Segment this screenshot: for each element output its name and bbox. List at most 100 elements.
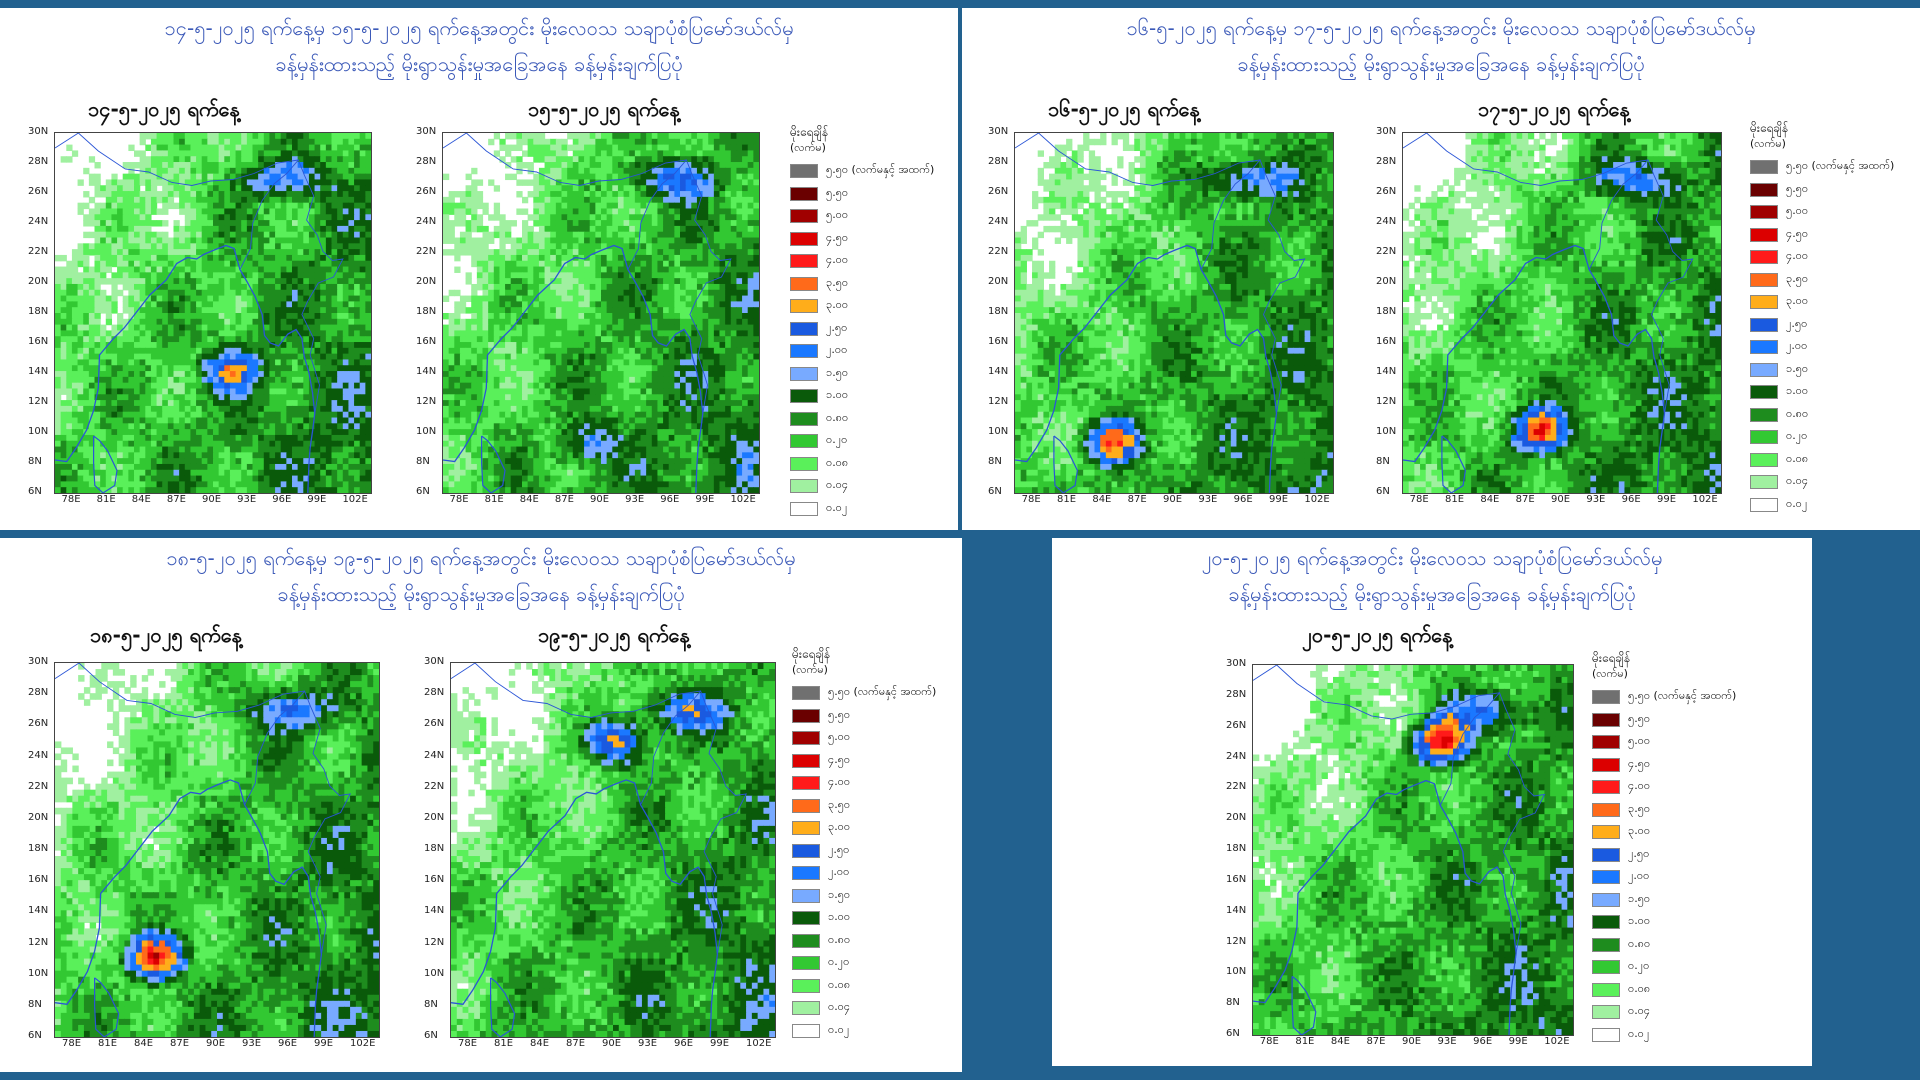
lat-tick-label: 30N (424, 656, 444, 667)
lon-tick-label: 78E (62, 1038, 81, 1049)
legend-item: ၅.၅၀ (1592, 709, 1736, 732)
legend-label: ၂.၅၀ (1786, 317, 1807, 333)
legend-label: ၀.၈၀ (828, 933, 850, 949)
legend-item: ၃.၅၀ (790, 273, 934, 296)
lon-tick-label: 81E (1057, 494, 1076, 505)
legend-item: ၅.၅၀ (1750, 179, 1894, 202)
legend-label: ၄.၀၀ (828, 775, 850, 791)
coastline (1403, 244, 1666, 493)
lat-tick-label: 24N (1376, 216, 1396, 227)
legend-swatch (790, 456, 818, 471)
legend-label: ၁.၅၀ (1628, 892, 1650, 908)
legend: မိုးရေချိန် (လက်မ) ၅.၅၀ (လက်မနှင့် အထက်) ၅.… (790, 124, 934, 520)
legend-title: မိုးရေချိန် (1592, 650, 1736, 666)
panel-title: ၁၈-၅-၂၀၂၅ ရက်နေ့မှ ၁၉-၅-၂၀၂၅ ရက်နေ့အတွင်… (0, 540, 962, 612)
lat-tick-label: 22N (988, 246, 1008, 257)
panel-title-line2: ခန့်မှန်းထားသည့် မိုးရွာသွန်းမှုအခြေအနေ … (0, 46, 958, 82)
lat-tick-label: 16N (988, 336, 1008, 347)
sri-lanka-coastline (489, 977, 516, 1037)
panel-title-line1: ၂၀-၅-၂၀၂၅ ရက်နေ့အတွင်း မိုးလေဝသ သချာပုံစ… (1052, 540, 1812, 576)
legend-item: ၅.၀၀ (1750, 201, 1894, 224)
legend-item: ၅.၀၀ (790, 205, 934, 228)
coastline (55, 779, 323, 1037)
map-plot-area (1252, 664, 1574, 1036)
lat-tick-label: 26N (1376, 186, 1396, 197)
legend-label: ၄.၅၀ (1786, 227, 1808, 243)
legend-label: ၀.၂၀ (828, 955, 849, 971)
lon-tick-label: 84E (1092, 494, 1111, 505)
lat-tick-label: 16N (1226, 874, 1246, 885)
legend-swatch (792, 1023, 820, 1038)
lat-tick-label: 18N (1226, 843, 1246, 854)
legend-swatch (1750, 385, 1778, 400)
map-plot-area (1402, 132, 1722, 494)
legend-item: ၄.၅၀ (1592, 754, 1736, 777)
sri-lanka-coastline (1053, 435, 1079, 493)
lon-tick-label: 87E (1128, 494, 1147, 505)
lon-tick-label: 96E (278, 1038, 297, 1049)
legend-label: ၃.၀၀ (1786, 294, 1808, 310)
legend-label: ၅.၅၀ (828, 708, 850, 724)
lon-tick-label: 102E (1544, 1036, 1569, 1047)
lat-tick-label: 18N (424, 843, 444, 854)
legend-label: ၄.၀၀ (1628, 779, 1650, 795)
myanmar-border (239, 159, 344, 414)
legend-item: ၄.၀၀ (1592, 776, 1736, 799)
legend-item: ၁.၅၀ (1592, 889, 1736, 912)
legend-item: ၀.၀၂ (790, 498, 934, 521)
map-date-label: ၁၉-၅-၂၀၂၅ ရက်နေ့ (538, 622, 690, 652)
legend-item: ၄.၀၀ (1750, 246, 1894, 269)
legend-swatch (792, 731, 820, 746)
lon-tick-label: 102E (730, 494, 755, 505)
legend-swatch (1592, 870, 1620, 885)
legend-swatch (790, 276, 818, 291)
legend-label: ၅.၅၀ (1786, 182, 1808, 198)
legend-swatch (792, 978, 820, 993)
lat-tick-label: 22N (424, 781, 444, 792)
legend-swatch (790, 186, 818, 201)
legend-item: ၅.၅၀ (လက်မနှင့် အထက်) (790, 160, 934, 183)
lon-tick-label: 84E (1480, 494, 1499, 505)
legend-swatch (1592, 937, 1620, 952)
lon-tick-label: 99E (1657, 494, 1676, 505)
legend-label: ၄.၅၀ (828, 753, 850, 769)
legend-item: ၀.၀၂ (1592, 1024, 1736, 1047)
map-plot-area (442, 132, 760, 494)
legend-swatch (1592, 915, 1620, 930)
legend-label: ၀.၀၂ (826, 501, 847, 517)
lat-tick-label: 28N (988, 156, 1008, 167)
lat-tick-label: 24N (988, 216, 1008, 227)
rainfall-legend: မိုးရေချိန် (လက်မ) ၅.၅၀ (လက်မနှင့် အထက်) ၅.… (790, 124, 934, 520)
lat-tick-label: 30N (28, 126, 48, 137)
legend-label: ၀.၀၄ (828, 1000, 850, 1016)
myanmar-border (627, 159, 732, 414)
lon-tick-label: 96E (272, 494, 291, 505)
legend-item: ၁.၀၀ (1592, 911, 1736, 934)
lon-tick-label: 78E (458, 1038, 477, 1049)
lat-tick-label: 30N (1376, 126, 1396, 137)
legend-item: ၃.၀၀ (1750, 291, 1894, 314)
lat-tick-label: 16N (424, 874, 444, 885)
lon-tick-label: 102E (342, 494, 367, 505)
lat-tick-label: 20N (1376, 276, 1396, 287)
legend-item: ၀.၀၄ (1592, 1001, 1736, 1024)
lat-tick-label: 14N (424, 905, 444, 916)
lat-tick-label: 24N (1226, 751, 1246, 762)
legend-item: ၂.၀၀ (790, 340, 934, 363)
legend-swatch (1750, 182, 1778, 197)
legend-swatch (1750, 430, 1778, 445)
lat-tick-label: 10N (988, 426, 1008, 437)
lat-tick-label: 18N (1376, 306, 1396, 317)
lon-tick-label: 84E (1331, 1036, 1350, 1047)
legend-item: ၀.၀၂ (1750, 494, 1894, 517)
legend-swatch (790, 209, 818, 224)
lat-tick-label: 10N (1226, 966, 1246, 977)
rainfall-map: 30N 28N 26N 24N 22N 20N 18N 16N 14N 12N 10N 8N 6N 78E… (988, 126, 1334, 508)
legend-item: ၄.၅၀ (792, 750, 936, 773)
legend-label: ၃.၅၀ (826, 276, 848, 292)
legend-swatch (1750, 295, 1778, 310)
legend-label: ၂.၀၀ (826, 343, 847, 359)
legend-item: ၄.၅၀ (1750, 224, 1894, 247)
legend-swatch (1592, 892, 1620, 907)
lat-tick-label: 28N (424, 687, 444, 698)
